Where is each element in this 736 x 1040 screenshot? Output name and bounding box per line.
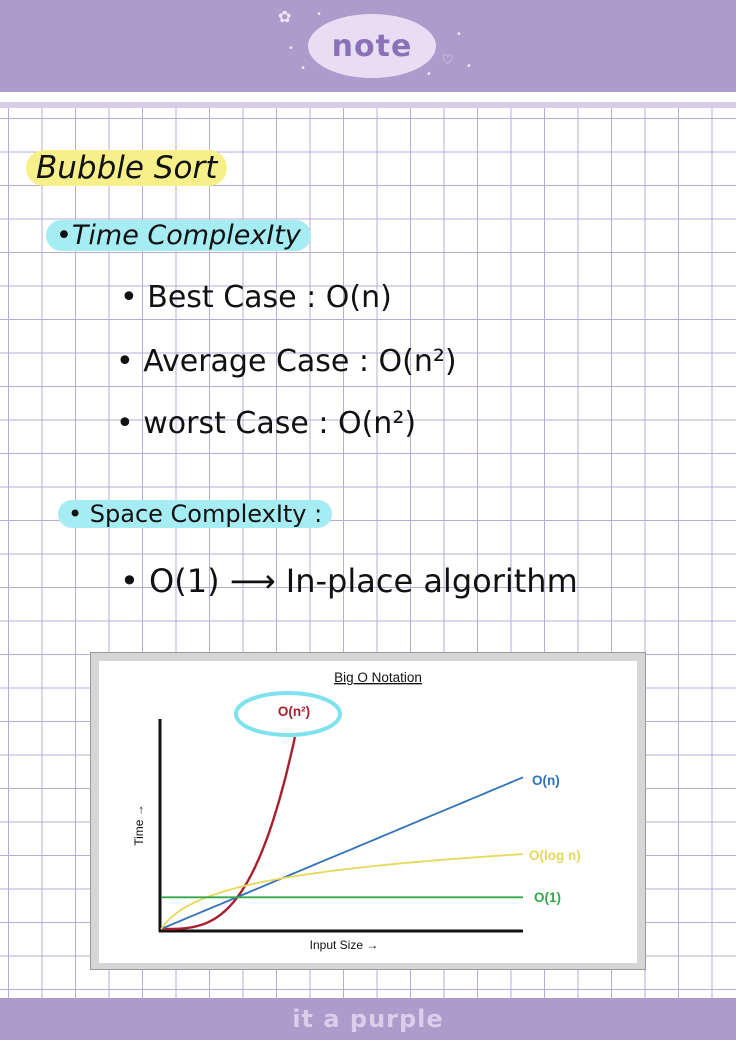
series-linear-line <box>160 776 524 930</box>
series-label-quadratic: O(n²) <box>278 704 310 719</box>
dot-icon: • <box>456 29 462 40</box>
chart-title: Big O Notation <box>334 670 422 685</box>
space-item: • O(1) ⟶ In-place algorithm <box>120 562 578 600</box>
note-badge: note <box>308 14 436 78</box>
series-label-constant: O(1) <box>534 890 561 905</box>
dot-icon: • <box>466 61 472 72</box>
dot-icon: • <box>316 9 322 20</box>
dot-icon: • <box>288 43 294 54</box>
dot-icon: • <box>426 69 432 80</box>
chart-canvas: Big O Notation Time → Input Size → O(n²)… <box>99 661 637 963</box>
space-complexity-heading: • Space ComplexIty : <box>58 500 333 528</box>
series-label-log: O(log n) <box>529 848 581 863</box>
chart-svg: Big O Notation Time → Input Size → O(n²)… <box>132 670 581 952</box>
flower-icon: ✿ <box>278 7 292 26</box>
series-quadratic-line <box>161 736 297 931</box>
big-o-chart: Big O Notation Time → Input Size → O(n²)… <box>90 652 646 970</box>
average-case-item: • Average Case : O(n²) <box>116 344 457 379</box>
heart-icon: ♡ <box>442 53 454 68</box>
footer-text: it a purple <box>292 1005 444 1033</box>
header-divider-accent <box>0 102 736 108</box>
note-badge-label: note <box>331 28 413 64</box>
best-case-item: • Best Case : O(n) <box>120 280 392 315</box>
header-band: note ✿ • • • • • ♡ • <box>0 0 736 92</box>
note-title: Bubble Sort <box>26 150 228 186</box>
series-log-line <box>160 853 524 930</box>
y-axis-label: Time → <box>132 804 146 846</box>
footer-band: it a purple <box>0 998 736 1040</box>
x-axis-label: Input Size → <box>310 938 379 952</box>
worst-case-item: • worst Case : O(n²) <box>116 406 417 441</box>
header-divider <box>0 92 736 102</box>
series-label-linear: O(n) <box>532 773 560 788</box>
annotation-circle <box>234 691 342 737</box>
dot-icon: • <box>300 63 306 74</box>
time-complexity-heading: •Time ComplexIty <box>46 220 311 251</box>
